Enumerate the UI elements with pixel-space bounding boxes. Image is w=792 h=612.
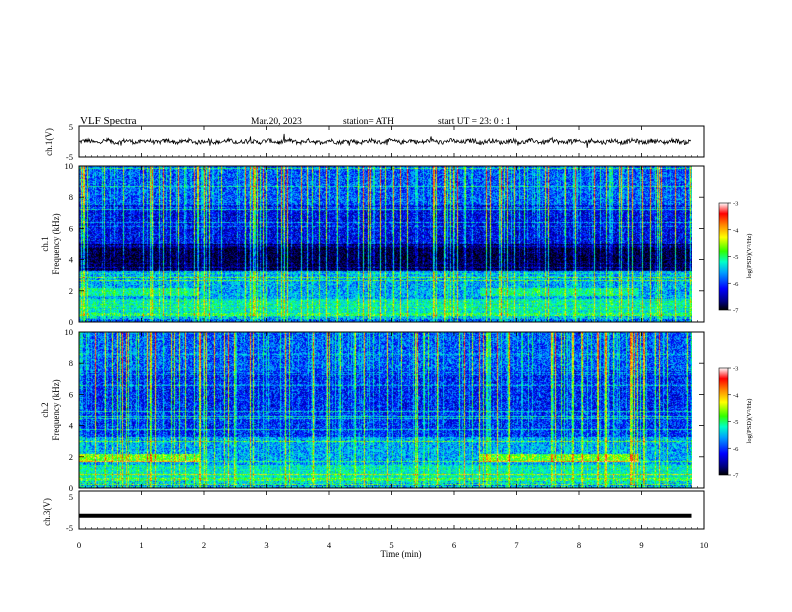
- ch3-waveform-ylabel: ch.3(V): [42, 498, 52, 526]
- y-tick-label: 6: [69, 223, 73, 233]
- ch1-waveform-ylabel: ch.1(V): [44, 128, 54, 156]
- ch2-colorbar: -3 -4 -5 -6 -7 log(PSD)(V²/Hz): [718, 366, 753, 480]
- x-tick-label: 4: [327, 540, 332, 550]
- colorbar-tick-label: -7: [733, 308, 739, 315]
- ch3-ytick-bottom: -5: [66, 523, 73, 533]
- ch2-spectrogram-ylabel: Frequency (kHz): [51, 379, 61, 440]
- ch2-spectrogram-panel: 0 2 4 6 8 10 ch.2 Frequency (kHz) -3 -4 -5 -6 -7 …: [40, 327, 753, 493]
- y-tick-label: 8: [69, 192, 73, 202]
- y-tick-label: 2: [69, 452, 73, 462]
- y-tick-label: 4: [69, 255, 74, 265]
- colorbar-tick-label: -6: [733, 281, 739, 288]
- y-tick-label: 10: [65, 161, 74, 171]
- ch2-colorbar-label: log(PSD)(V²/Hz): [746, 399, 753, 444]
- x-tick-label: 0: [77, 540, 81, 550]
- x-tick-label: 7: [514, 540, 518, 550]
- colorbar-tick-label: -5: [733, 419, 738, 426]
- ch2-spectrogram-channel-label: ch.2: [40, 402, 50, 417]
- ch2-spectrogram-image: [79, 332, 692, 488]
- y-tick-label: 0: [69, 317, 73, 327]
- x-tick-label: 5: [389, 540, 393, 550]
- colorbar-tick-label: -5: [733, 254, 738, 261]
- x-tick-label: 9: [639, 540, 643, 550]
- ch3-waveform-frame: [78, 490, 705, 530]
- x-tick-label: 1: [139, 540, 143, 550]
- ch1-spectrogram-image: [79, 166, 692, 322]
- ch1-spectrogram-panel: 0 2 4 6 8 10 ch.1 Frequency (kHz) -3 -4 -5 -6 -7 …: [40, 161, 753, 327]
- y-tick-label: 4: [69, 421, 74, 431]
- y-tick-label: 10: [65, 327, 74, 337]
- y-tick-label: 6: [69, 389, 73, 399]
- colorbar-tick-label: -4: [733, 392, 739, 399]
- date-label: Mar.20, 2023: [251, 117, 302, 127]
- x-tick-label: 10: [700, 540, 709, 550]
- ch1-colorbar: -3 -4 -5 -6 -7 log(PSD)(V²/Hz): [718, 201, 753, 315]
- time-axis-label: Time (min): [381, 549, 422, 559]
- time-axis-ticks: 0 1 2 3 4 5 6 7 8 9 10: [77, 126, 708, 550]
- ch1-waveform-trace: [78, 133, 692, 148]
- colorbar-tick-label: -7: [733, 473, 739, 480]
- colorbar-tick-label: -4: [733, 227, 739, 234]
- ch2-colorbar-gradient: [718, 367, 729, 476]
- ch1-ytick-bottom: -5: [66, 152, 73, 162]
- ch1-spectrogram-channel-label: ch.1: [40, 236, 50, 251]
- x-tick-label: 3: [264, 540, 268, 550]
- y-tick-label: 8: [69, 358, 73, 368]
- ch3-ytick-top: 5: [69, 492, 73, 502]
- x-tick-label: 2: [202, 540, 206, 550]
- y-tick-label: 0: [69, 483, 73, 493]
- ch1-colorbar-label: log(PSD)(V²/Hz): [746, 234, 753, 279]
- ch1-colorbar-gradient: [718, 202, 729, 311]
- colorbar-tick-label: -6: [733, 446, 739, 453]
- ch1-ytick-top: 5: [69, 122, 73, 132]
- station-label: station= ATH: [343, 117, 394, 127]
- figure-title: VLF Spectra: [80, 115, 137, 127]
- colorbar-tick-label: -3: [733, 366, 738, 373]
- ch1-spectrogram-ylabel: Frequency (kHz): [51, 213, 61, 274]
- x-tick-label: 8: [577, 540, 581, 550]
- colorbar-tick-label: -3: [733, 201, 738, 208]
- x-tick-label: 6: [452, 540, 456, 550]
- ch1-waveform-panel: 5 -5 ch.1(V): [44, 122, 705, 162]
- y-tick-label: 2: [69, 286, 73, 296]
- start-ut-label: start UT = 23: 0 : 1: [438, 117, 511, 127]
